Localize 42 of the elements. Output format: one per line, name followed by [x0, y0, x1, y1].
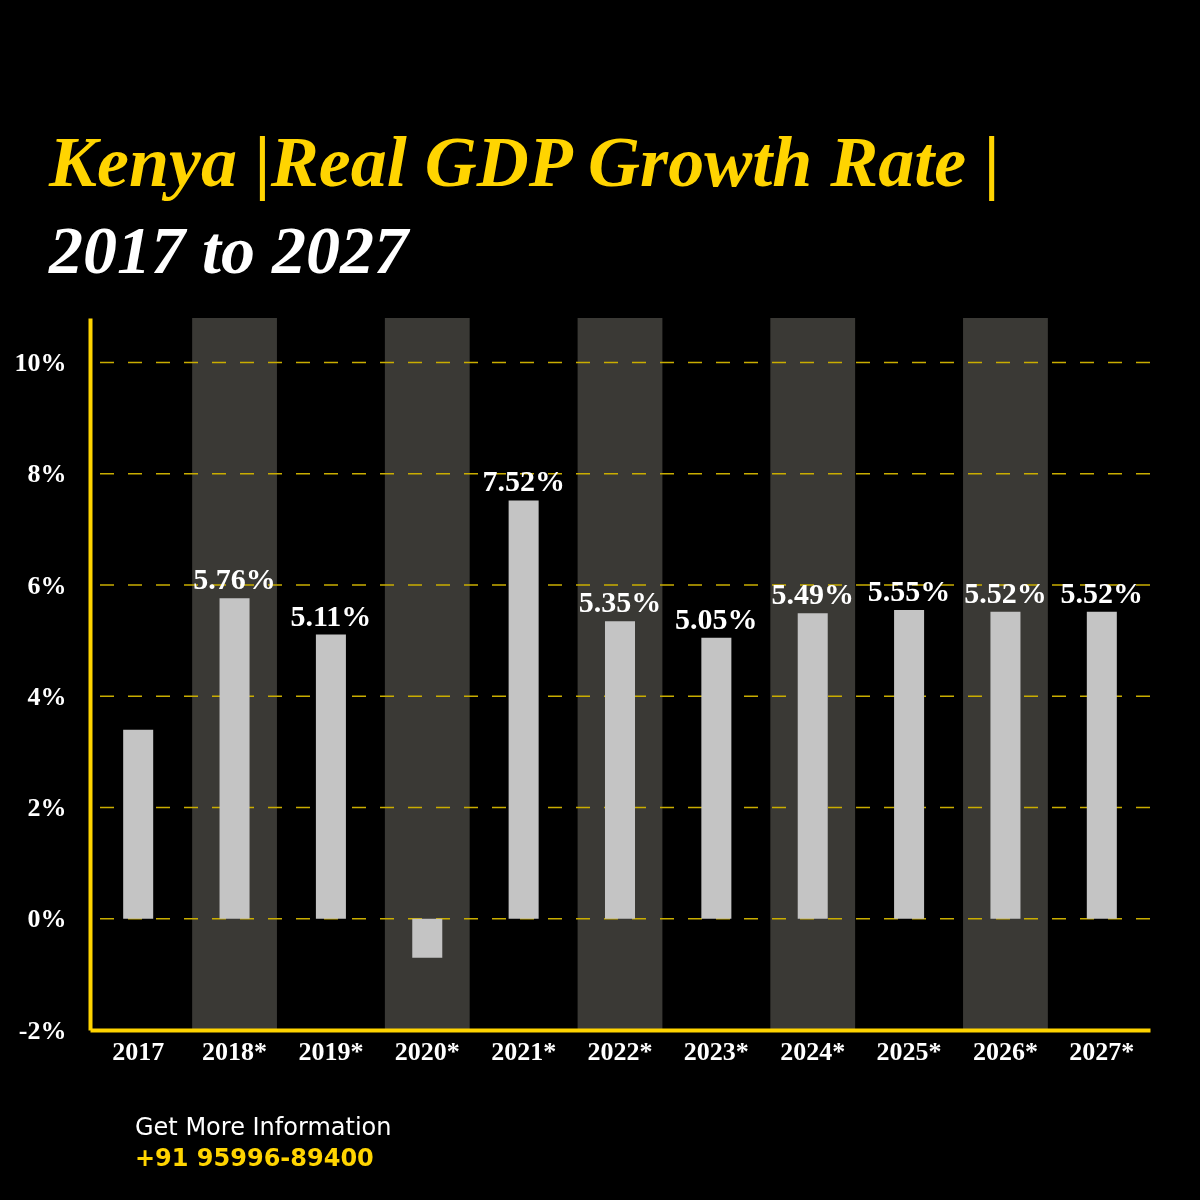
bar — [219, 598, 250, 919]
y-tick-label: 8% — [27, 459, 67, 489]
x-tick-label: 2027* — [1069, 1036, 1135, 1066]
data-label: 5.49% — [771, 577, 854, 611]
bar — [604, 621, 636, 919]
y-tick-label: 10% — [14, 348, 67, 377]
x-tick-label: 2018* — [202, 1036, 268, 1066]
y-tick-label: -2% — [18, 1015, 67, 1045]
x-tick-label: 2022* — [587, 1036, 653, 1066]
chart-title: Kenya |Real GDP Growth Rate | — [48, 122, 1001, 202]
text: +91 95996-89400 — [135, 1144, 374, 1172]
bar — [990, 611, 1021, 919]
data-label: 5.52% — [964, 575, 1047, 609]
x-tick-label: 2026* — [972, 1036, 1038, 1066]
text: Get More Information — [135, 1113, 392, 1141]
data-label: 7.52% — [482, 464, 565, 498]
bar — [508, 500, 539, 919]
bar — [412, 918, 443, 958]
x-tick-label: 2017 — [112, 1036, 165, 1066]
bar — [315, 634, 346, 919]
x-tick-label: 2024* — [780, 1036, 846, 1066]
bar — [894, 610, 925, 919]
x-tick-label: 2025* — [876, 1036, 942, 1066]
data-label: 5.52% — [1060, 575, 1144, 609]
data-label: 5.11% — [290, 598, 372, 632]
x-tick-label: 2021* — [491, 1036, 557, 1066]
y-tick-label: 4% — [27, 681, 67, 711]
bar — [123, 729, 154, 919]
data-label: 5.76% — [193, 562, 276, 596]
bar — [797, 613, 828, 919]
chart-subtitle: 2017 to 2027 — [48, 212, 411, 288]
y-tick-label: 2% — [27, 793, 67, 822]
bar — [1086, 611, 1117, 919]
data-label: 5.05% — [675, 601, 758, 635]
bar — [701, 637, 732, 919]
data-label: 5.55% — [867, 574, 951, 608]
data-label: 5.35% — [578, 585, 662, 619]
x-tick-label: 2020* — [394, 1036, 460, 1066]
x-tick-label: 2023* — [683, 1036, 749, 1066]
y-tick-label: 6% — [27, 570, 67, 600]
x-tick-label: 2019* — [298, 1036, 364, 1066]
y-tick-label: 0% — [27, 904, 67, 934]
